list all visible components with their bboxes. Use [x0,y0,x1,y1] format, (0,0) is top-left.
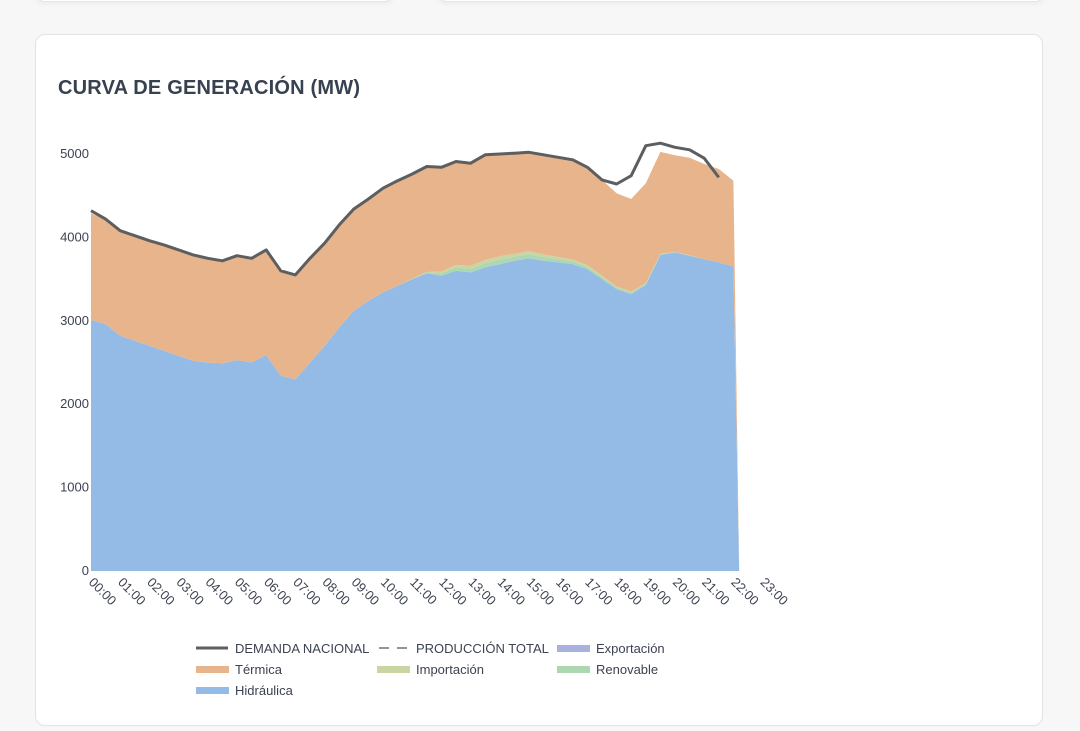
legend-label: PRODUCCIÓN TOTAL [416,641,549,656]
y-tick-label: 4000 [60,229,89,244]
legend-item-demanda-nacional: DEMANDA NACIONAL [196,641,369,656]
x-tick-label: 22:00 [728,575,762,609]
x-tick-label: 16:00 [553,575,587,609]
x-tick-label: 04:00 [203,575,237,609]
x-tick-label: 17:00 [582,575,616,609]
legend-label: Térmica [235,662,283,677]
x-tick-label: 13:00 [465,575,499,609]
area-hidraulica [91,252,740,571]
y-tick-label: 5000 [60,146,89,161]
x-tick-label: 02:00 [144,575,178,609]
legend-swatch [557,666,590,673]
legend-item-termica: Térmica [196,662,283,677]
x-tick-label: 20:00 [670,575,704,609]
legend-swatch [196,687,229,694]
legend-item-hidraulica: Hidráulica [196,683,294,698]
x-tick-label: 00:00 [86,575,120,609]
legend-label: Exportación [596,641,665,656]
x-tick-label: 23:00 [757,575,791,609]
legend-swatch [557,645,590,652]
x-tick-label: 10:00 [378,575,412,609]
x-tick-label: 06:00 [261,575,295,609]
legend-label: Renovable [596,662,658,677]
legend-swatch [377,666,410,673]
y-tick-label: 0 [82,563,89,578]
legend-swatch [196,666,229,673]
area-layers [91,151,740,571]
line-demanda-nacional [90,141,720,277]
x-tick-label: 05:00 [232,575,266,609]
x-tick-label: 12:00 [436,575,470,609]
x-tick-label: 03:00 [173,575,207,609]
line-layers [90,141,720,277]
legend-label: Importación [416,662,484,677]
x-tick-label: 11:00 [407,575,440,608]
chart-legend: DEMANDA NACIONAL PRODUCCIÓN TOTAL Exportac… [196,641,665,698]
legend-item-renovable: Renovable [557,662,658,677]
x-tick-label: 14:00 [495,575,529,609]
legend-label: DEMANDA NACIONAL [235,641,369,656]
legend-label: Hidráulica [235,683,294,698]
x-tick-label: 21:00 [699,575,733,609]
chart-title: CURVA DE GENERACIÓN (MW) [58,77,361,99]
y-tick-label: 3000 [60,313,89,328]
x-tick-label: 01:00 [115,575,149,609]
x-tick-label: 07:00 [290,575,324,609]
x-tick-label: 08:00 [319,575,353,609]
y-tick-label: 1000 [60,480,89,495]
legend-item-importacion: Importación [377,662,484,677]
x-tick-label: 19:00 [641,575,675,609]
legend-item-exportacion: Exportación [557,641,665,656]
x-tick-label: 15:00 [524,575,558,609]
x-tick-label: 18:00 [611,575,645,609]
x-tick-label: 09:00 [349,575,383,609]
legend-item-produccion-total: PRODUCCIÓN TOTAL [379,641,549,656]
y-tick-label: 2000 [60,396,89,411]
area-termica [91,151,740,571]
